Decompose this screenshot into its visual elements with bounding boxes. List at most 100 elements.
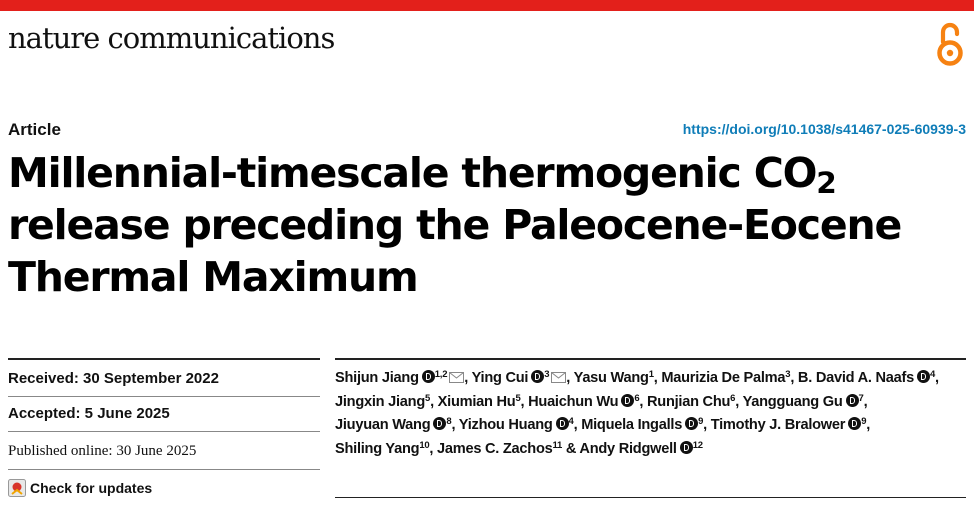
orcid-icon[interactable] <box>555 417 569 430</box>
author-name[interactable]: Ying Cui <box>471 370 529 386</box>
author-separator: , <box>935 370 939 386</box>
title-rest: release preceding the Paleocene-Eocene T… <box>8 201 902 301</box>
author-separator: , <box>464 370 472 386</box>
title-line-1: Millennial-timescale thermogenic CO <box>8 149 817 197</box>
affiliation-superscript: 12 <box>692 439 703 451</box>
author-list-divider <box>335 497 966 498</box>
author-list: Shijun Jiang 1,2, Ying Cui 3, Yasu Wang1, … <box>335 367 967 461</box>
affiliation-superscript: 6 <box>730 392 736 404</box>
author-separator: , <box>451 417 459 433</box>
affiliation-superscript: 3 <box>785 369 791 380</box>
orcid-icon[interactable] <box>685 417 699 430</box>
author-name[interactable]: Yangguang Gu <box>742 393 843 410</box>
affiliation-superscript: 6 <box>634 392 640 404</box>
affiliation-superscript: 8 <box>446 416 452 427</box>
author-name[interactable]: Shijun Jiang <box>335 370 419 386</box>
orcid-icon[interactable] <box>845 393 859 407</box>
check-for-updates-label: Check for updates <box>30 480 153 496</box>
author-separator: , <box>703 417 711 433</box>
author-entry: James C. Zachos11 <box>437 439 563 457</box>
divider <box>8 431 320 432</box>
affiliation-superscript: 4 <box>929 369 936 380</box>
author-separator: , <box>735 393 743 410</box>
author-entry: Shiling Yang10 <box>335 439 430 457</box>
author-name[interactable]: James C. Zachos <box>437 440 553 457</box>
author-entry: Yangguang Gu 7 <box>742 392 864 410</box>
author-entry: Runjian Chu6 <box>646 392 736 410</box>
affiliation-superscript: 11 <box>552 439 563 451</box>
author-separator: , <box>639 393 647 410</box>
affiliation-superscript: 9 <box>861 416 867 427</box>
orcid-icon[interactable] <box>433 417 447 430</box>
author-name[interactable]: Yasu Wang <box>573 370 649 386</box>
author-separator: & <box>562 440 580 457</box>
divider <box>8 396 320 397</box>
author-entry: Jingxin Jiang5 <box>335 392 431 410</box>
affiliation-superscript: 10 <box>419 439 430 451</box>
received-date: Received: 30 September 2022 <box>8 370 219 387</box>
author-separator: , <box>566 370 574 386</box>
mail-icon[interactable] <box>551 372 567 383</box>
author-entry: Xiumian Hu5 <box>437 392 521 410</box>
author-separator: , <box>866 417 871 433</box>
published-date: Published online: 30 June 2025 <box>8 443 197 459</box>
check-for-updates-button[interactable]: Check for updates <box>8 479 152 497</box>
author-name[interactable]: Timothy J. Bralower <box>710 417 846 433</box>
author-separator: , <box>573 417 582 433</box>
affiliation-superscript: 1,2 <box>434 369 448 380</box>
author-separator: , <box>863 393 868 410</box>
author-separator: , <box>430 393 438 410</box>
author-name[interactable]: Yizhou Huang <box>458 417 553 433</box>
author-name[interactable]: Xiumian Hu <box>437 393 516 410</box>
author-separator: , <box>429 440 437 457</box>
journal-name[interactable]: nature communications <box>8 21 335 55</box>
affiliation-superscript: 4 <box>568 416 574 427</box>
orcid-icon[interactable] <box>848 417 862 430</box>
author-entry: Ying Cui 3 <box>472 370 567 386</box>
affiliation-superscript: 1 <box>648 369 654 380</box>
author-name[interactable]: Jingxin Jiang <box>335 393 426 410</box>
doi-link[interactable]: https://doi.org/10.1038/s41467-025-60939… <box>682 121 966 137</box>
orcid-icon[interactable] <box>916 370 930 383</box>
brand-color-bar <box>0 0 974 11</box>
affiliation-superscript: 5 <box>425 392 431 404</box>
check-for-updates-icon <box>8 479 26 497</box>
affiliation-superscript: 7 <box>858 392 864 404</box>
article-title: Millennial-timescale thermogenic CO2 rele… <box>8 147 948 303</box>
orcid-icon[interactable] <box>421 370 435 383</box>
author-entry: Huaichun Wu 6 <box>528 392 640 410</box>
author-entry: Shijun Jiang 1,2 <box>335 369 465 386</box>
accepted-date: Accepted: 5 June 2025 <box>8 405 170 422</box>
author-name[interactable]: Shiling Yang <box>335 440 420 457</box>
author-entry: Timothy J. Bralower 9 <box>711 417 867 433</box>
orcid-icon[interactable] <box>679 440 693 454</box>
author-entry: Jiuyuan Wang 8 <box>335 416 452 433</box>
author-entry: Miquela Ingalls 9 <box>581 417 703 433</box>
author-entry: Yizhou Huang 4 <box>459 417 574 433</box>
author-separator: , <box>653 370 662 386</box>
affiliation-superscript: 9 <box>698 416 704 427</box>
author-name[interactable]: Miquela Ingalls <box>581 417 683 433</box>
author-name[interactable]: Andy Ridgwell <box>579 440 677 457</box>
affiliation-superscript: 5 <box>515 392 521 404</box>
author-name[interactable]: Jiuyuan Wang <box>335 417 431 433</box>
orcid-icon[interactable] <box>621 393 635 407</box>
open-access-icon <box>937 22 963 66</box>
author-entry: Andy Ridgwell 12 <box>579 439 703 457</box>
author-name[interactable]: Maurizia De Palma <box>661 370 786 386</box>
author-name[interactable]: B. David A. Naafs <box>797 370 914 386</box>
author-entry: Yasu Wang1 <box>574 370 654 386</box>
author-separator: , <box>790 370 798 386</box>
mail-icon[interactable] <box>449 372 465 383</box>
author-name[interactable]: Huaichun Wu <box>528 393 619 410</box>
author-entry: Maurizia De Palma3 <box>661 370 790 386</box>
article-type-label: Article <box>8 120 61 139</box>
orcid-icon[interactable] <box>531 370 545 383</box>
author-entry: B. David A. Naafs 4 <box>798 370 935 386</box>
author-name[interactable]: Runjian Chu <box>646 393 731 410</box>
section-divider-left <box>8 358 320 360</box>
divider <box>8 469 320 470</box>
section-divider-right <box>335 358 966 360</box>
affiliation-superscript: 3 <box>544 369 550 380</box>
author-separator: , <box>520 393 529 410</box>
